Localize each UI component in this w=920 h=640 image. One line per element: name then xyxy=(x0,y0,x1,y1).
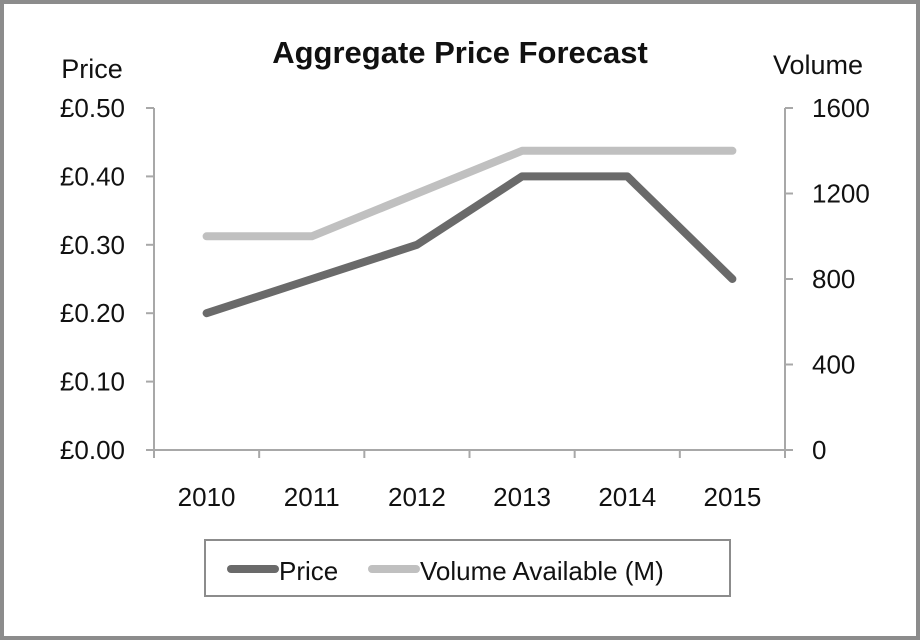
right-tick-label: 0 xyxy=(812,435,826,465)
right-tick-label: 1200 xyxy=(812,179,870,209)
axes: £0.00 £0.10 £0.20 £0.30 £0.40 £0.50 0 400 800 120… xyxy=(60,93,870,512)
legend: Price Volume Available (M) xyxy=(204,539,731,597)
left-tick-label: £0.40 xyxy=(60,161,125,191)
x-tick-label: 2015 xyxy=(703,482,761,512)
left-tick-label: £0.30 xyxy=(60,230,125,260)
chart-title: Aggregate Price Forecast xyxy=(272,35,648,70)
right-tick-label: 800 xyxy=(812,264,855,294)
left-tick-label: £0.50 xyxy=(60,93,125,123)
legend-label: Price xyxy=(279,556,338,586)
left-tick-label: £0.20 xyxy=(60,298,125,328)
series-line-volume-available-m xyxy=(202,146,737,241)
x-tick-label: 2012 xyxy=(388,482,446,512)
x-tick-label: 2010 xyxy=(178,482,236,512)
x-tick-label: 2013 xyxy=(493,482,551,512)
legend-box xyxy=(204,539,731,597)
series-lines xyxy=(202,146,737,318)
right-tick-label: 1600 xyxy=(812,93,870,123)
left-axis-title: Price xyxy=(61,54,123,84)
right-tick-label: 400 xyxy=(812,350,855,380)
x-tick-label: 2014 xyxy=(598,482,656,512)
right-axis-title: Volume xyxy=(773,50,863,80)
left-tick-label: £0.00 xyxy=(60,435,125,465)
series-line-price xyxy=(202,172,737,318)
left-tick-label: £0.10 xyxy=(60,367,125,397)
x-tick-label: 2011 xyxy=(284,482,340,512)
legend-label: Volume Available (M) xyxy=(420,556,664,586)
